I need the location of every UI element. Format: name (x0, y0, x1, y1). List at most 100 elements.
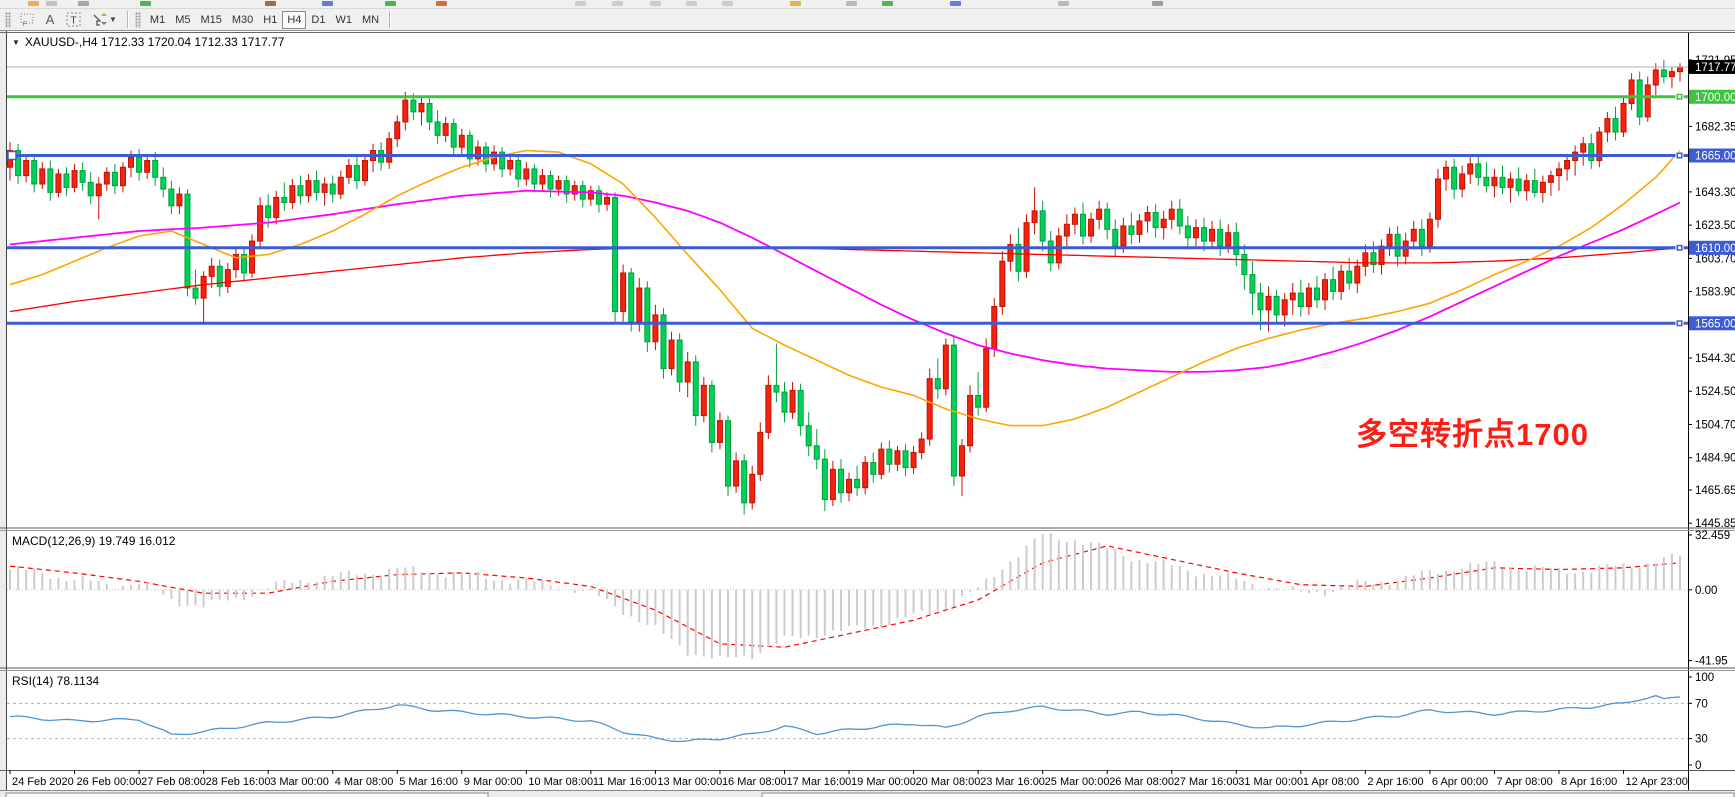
clipped-icon (882, 1, 893, 6)
svg-text:1700.00: 1700.00 (1695, 92, 1735, 104)
svg-text:0: 0 (1695, 760, 1701, 772)
clipped-icon (790, 1, 801, 6)
macd-histogram (9, 533, 1681, 660)
clipped-icon (612, 1, 623, 6)
ma-magenta-line (9, 189, 1681, 373)
svg-text:16 Mar 08:00: 16 Mar 08:00 (722, 776, 787, 788)
svg-text:20 Mar 08:00: 20 Mar 08:00 (916, 776, 981, 788)
svg-text:0.00: 0.00 (1695, 585, 1717, 597)
svg-text:25 Mar 00:00: 25 Mar 00:00 (1045, 776, 1110, 788)
macd-panel: 32.459 0.00 -41.95 (0, 527, 1735, 668)
rsi-line (9, 694, 1681, 743)
timeframe-button-mn[interactable]: MN (361, 13, 380, 26)
svg-text:1465.65: 1465.65 (1695, 485, 1735, 497)
svg-text:32.459: 32.459 (1695, 530, 1730, 542)
price-annotation-text: 多空转折点1700 (1356, 417, 1589, 452)
svg-text:24 Feb 2020: 24 Feb 2020 (12, 776, 74, 788)
svg-text:1484.90: 1484.90 (1695, 453, 1735, 465)
chevron-down-icon: ▼ (109, 15, 117, 24)
svg-text:28 Feb 16:00: 28 Feb 16:00 (206, 776, 271, 788)
svg-text:9 Mar 00:00: 9 Mar 00:00 (464, 776, 523, 788)
chart-toolbar: F A T ▼ M1 M5 M15 M30 H1 H4 D1 W1 MN (0, 9, 1735, 31)
svg-text:26 Feb 00:00: 26 Feb 00:00 (77, 776, 142, 788)
clipped-icon (78, 1, 89, 6)
rsi-indicator-label: RSI(14) 78.1134 (12, 674, 100, 688)
level-price-box: 1665.00 (1689, 148, 1735, 162)
svg-text:1623.50: 1623.50 (1695, 220, 1735, 232)
svg-text:100: 100 (1695, 672, 1714, 684)
timeframe-button-d1[interactable]: D1 (311, 13, 326, 26)
rsi-panel: 100 70 30 0 (0, 667, 1735, 772)
horizontal-levels-layer (7, 92, 1688, 328)
svg-text:1717.77: 1717.77 (1695, 62, 1735, 74)
chart-area[interactable]: 1721.951682.351643.301623.501603.701583.… (0, 31, 1735, 797)
svg-text:30: 30 (1695, 734, 1708, 746)
svg-text:26 Mar 08:00: 26 Mar 08:00 (1109, 776, 1174, 788)
clipped-icon (436, 1, 447, 6)
timeframe-button-h4[interactable]: H4 (282, 10, 307, 29)
clipped-icon (46, 1, 57, 6)
indicators-arrows-button[interactable]: ▼ (86, 11, 122, 29)
svg-text:2 Apr 16:00: 2 Apr 16:00 (1367, 776, 1423, 788)
clipped-icon (1058, 1, 1069, 6)
svg-text:1524.50: 1524.50 (1695, 386, 1735, 398)
clipped-icon (650, 1, 661, 6)
bid-price-box: 1717.77 (1689, 59, 1735, 74)
clipped-icon (722, 1, 733, 6)
svg-text:1583.90: 1583.90 (1695, 287, 1735, 299)
timeframe-button-m1[interactable]: M1 (149, 13, 166, 26)
clipped-toolbar-row (0, 0, 1735, 9)
svg-text:1665.00: 1665.00 (1695, 150, 1735, 162)
svg-text:70: 70 (1695, 698, 1708, 710)
timeframe-button-group: M1 M5 M15 M30 H1 H4 D1 W1 MN (145, 10, 384, 29)
text-tool-button[interactable]: T (61, 11, 86, 29)
timeframe-button-m15[interactable]: M15 (200, 13, 222, 26)
chart-tab[interactable] (5, 792, 489, 797)
boxed-t-icon: T (66, 12, 81, 27)
clipped-icon (950, 1, 961, 6)
svg-text:F: F (23, 22, 27, 27)
svg-text:23 Mar 16:00: 23 Mar 16:00 (980, 776, 1045, 788)
macd-signal-line (9, 545, 1681, 648)
clipped-icon (846, 1, 857, 6)
svg-text:1504.70: 1504.70 (1695, 419, 1735, 431)
clipped-icon (265, 1, 276, 6)
timeframe-button-m5[interactable]: M5 (175, 13, 191, 26)
svg-text:8 Apr 16:00: 8 Apr 16:00 (1561, 776, 1617, 788)
timeframe-button-h1[interactable]: H1 (263, 13, 278, 26)
timeframe-group-handle[interactable] (134, 11, 141, 28)
double-arrow-icon (93, 12, 107, 26)
level-price-box: 1700.00 (1689, 89, 1735, 104)
chart-tab[interactable] (761, 792, 1735, 797)
timeframe-button-m30[interactable]: M30 (231, 13, 254, 26)
clipped-icon (575, 1, 586, 6)
level-price-box: 1565.00 (1689, 316, 1735, 331)
toolbar-separator (126, 11, 128, 28)
svg-text:1603.70: 1603.70 (1695, 253, 1735, 265)
svg-text:17 Mar 16:00: 17 Mar 16:00 (786, 776, 851, 788)
symbol-ohlc-text: XAUUSD-,H4 1712.33 1720.04 1712.33 1717.… (24, 35, 285, 49)
svg-text:7 Apr 08:00: 7 Apr 08:00 (1496, 776, 1552, 788)
svg-text:27 Feb 08:00: 27 Feb 08:00 (141, 776, 206, 788)
chart-symbol-title: ▼ XAUUSD-,H4 1712.33 1720.04 1712.33 171… (12, 35, 284, 49)
svg-text:10 Mar 08:00: 10 Mar 08:00 (528, 776, 593, 788)
crosshair-tool-button[interactable]: F (15, 11, 39, 29)
svg-text:12 Apr 23:00: 12 Apr 23:00 (1626, 776, 1688, 788)
toolbar-drag-handle[interactable] (5, 11, 11, 28)
toolbar-separator (389, 11, 391, 28)
clipped-icon (686, 1, 697, 6)
price-chart-svg[interactable]: 1721.951682.351643.301623.501603.701583.… (0, 31, 1735, 797)
svg-text:3 Mar 00:00: 3 Mar 00:00 (270, 776, 329, 788)
svg-text:31 Mar 00:00: 31 Mar 00:00 (1238, 776, 1303, 788)
svg-text:1643.30: 1643.30 (1695, 187, 1735, 199)
clipped-icon (1152, 1, 1163, 6)
timeframe-button-w1[interactable]: W1 (335, 13, 352, 26)
collapse-triangle-icon[interactable]: ▼ (12, 37, 20, 47)
svg-text:11 Mar 16:00: 11 Mar 16:00 (593, 776, 657, 788)
text-label-tool-button[interactable]: A (45, 12, 55, 27)
svg-text:1445.85: 1445.85 (1695, 518, 1735, 530)
price-axis: 1721.951682.351643.301623.501603.701583.… (1688, 33, 1735, 790)
svg-text:T: T (71, 16, 77, 27)
clipped-icon (385, 1, 396, 6)
